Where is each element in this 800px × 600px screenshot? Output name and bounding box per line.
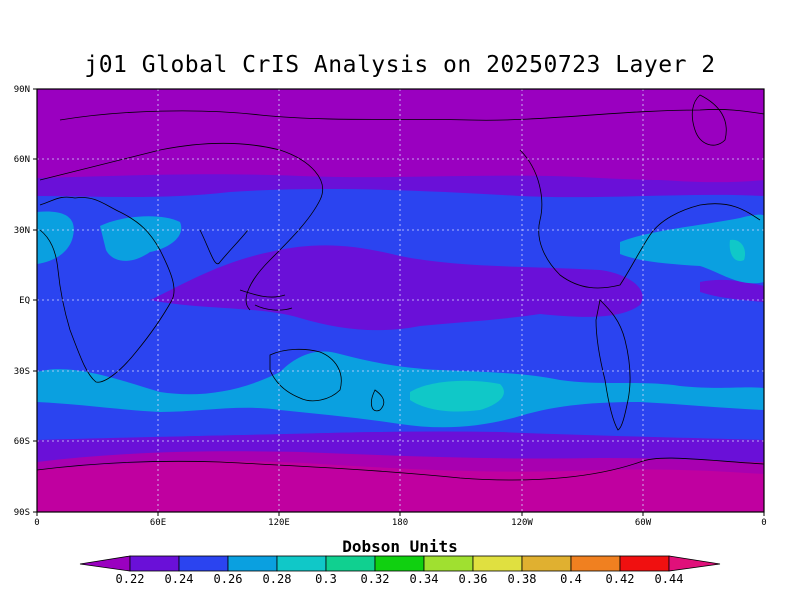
coast-south-america [595, 299, 631, 431]
band-south-lightblue [37, 351, 764, 428]
coastlines [37, 94, 764, 481]
coast-australia [269, 348, 342, 402]
colorbar-tick-label: 0.4 [560, 572, 582, 586]
longitude-labels: 0 60E 120E 180 120W 60W 0 [34, 518, 766, 528]
colorbar-min-arrow [79, 555, 131, 572]
colorbar-title: Dobson Units [342, 537, 458, 556]
lat-label: 90S [14, 508, 30, 518]
colorbar-swatch [178, 555, 229, 572]
colorbar-swatch [570, 555, 621, 572]
colorbar-tick-label: 0.36 [458, 572, 488, 586]
lon-label: 0 [34, 518, 39, 528]
coast-arctic [59, 109, 764, 121]
lat-label: 90N [14, 85, 30, 95]
lat-label: 30N [14, 226, 30, 236]
colorbar-tick-label: 0.28 [262, 572, 292, 586]
colorbar-swatch [325, 555, 376, 572]
colorbar-tick-label: 0.32 [360, 572, 390, 586]
coast-india [199, 229, 249, 265]
coast-new-zealand [370, 389, 385, 412]
colorbar-swatch [129, 555, 180, 572]
patch-cyan-east [729, 239, 746, 262]
patch-north-east-atlantic [620, 214, 764, 284]
band-magenta-south [37, 461, 764, 512]
colorbar-swatch [619, 555, 670, 572]
colorbar-tick-label: 0.38 [507, 572, 537, 586]
colorbar-swatch [423, 555, 474, 572]
ozone-field [37, 89, 764, 512]
patch-north-atlantic [37, 211, 74, 264]
coast-maritime-se-asia [239, 289, 293, 311]
patch-north-africa [100, 216, 182, 261]
coast-antarctica [37, 457, 764, 481]
band-tropical-purple-east [700, 279, 764, 302]
lat-label: 30S [14, 367, 30, 377]
colorbar-tick-label: 0.34 [409, 572, 439, 586]
map-title: j01 Global CrIS Analysis on 20250723 Lay… [84, 52, 716, 78]
colorbar-swatch [227, 555, 278, 572]
coast-eurasia [39, 142, 323, 311]
colorbar-swatch [472, 555, 523, 572]
colorbar [79, 555, 721, 572]
colorbar-tick-label: 0.24 [164, 572, 194, 586]
colorbar-max-arrow [668, 555, 721, 572]
band-south-cyan [410, 380, 504, 412]
band-tropical-purple [150, 245, 643, 331]
lon-label: 60W [635, 518, 652, 528]
lon-label: 180 [392, 518, 408, 528]
lat-label: 60S [14, 437, 30, 447]
lat-label: 60N [14, 155, 30, 165]
colorbar-swatch [276, 555, 327, 572]
band-polar-north-edge [37, 89, 764, 183]
colorbar-tick-label: 0.3 [315, 572, 337, 586]
gridlines [37, 89, 764, 512]
lat-label: EQ [19, 296, 30, 306]
latitude-labels: 90N 60N 30N EQ 30S 60S 90S [14, 85, 30, 518]
colorbar-swatch [374, 555, 425, 572]
coast-north-america [519, 149, 761, 289]
lon-label: 120E [268, 518, 290, 528]
coast-greenland [691, 94, 727, 146]
lon-label: 0 [761, 518, 766, 528]
axis-ticks [33, 88, 765, 516]
colorbar-tick-label: 0.22 [115, 572, 145, 586]
colorbar-swatch [521, 555, 572, 572]
lon-label: 120W [511, 518, 533, 528]
lon-label: 60E [150, 518, 166, 528]
colorbar-tick-label: 0.42 [605, 572, 635, 586]
colorbar-tick-label: 0.26 [213, 572, 243, 586]
colorbar-tick-label: 0.44 [654, 572, 684, 586]
